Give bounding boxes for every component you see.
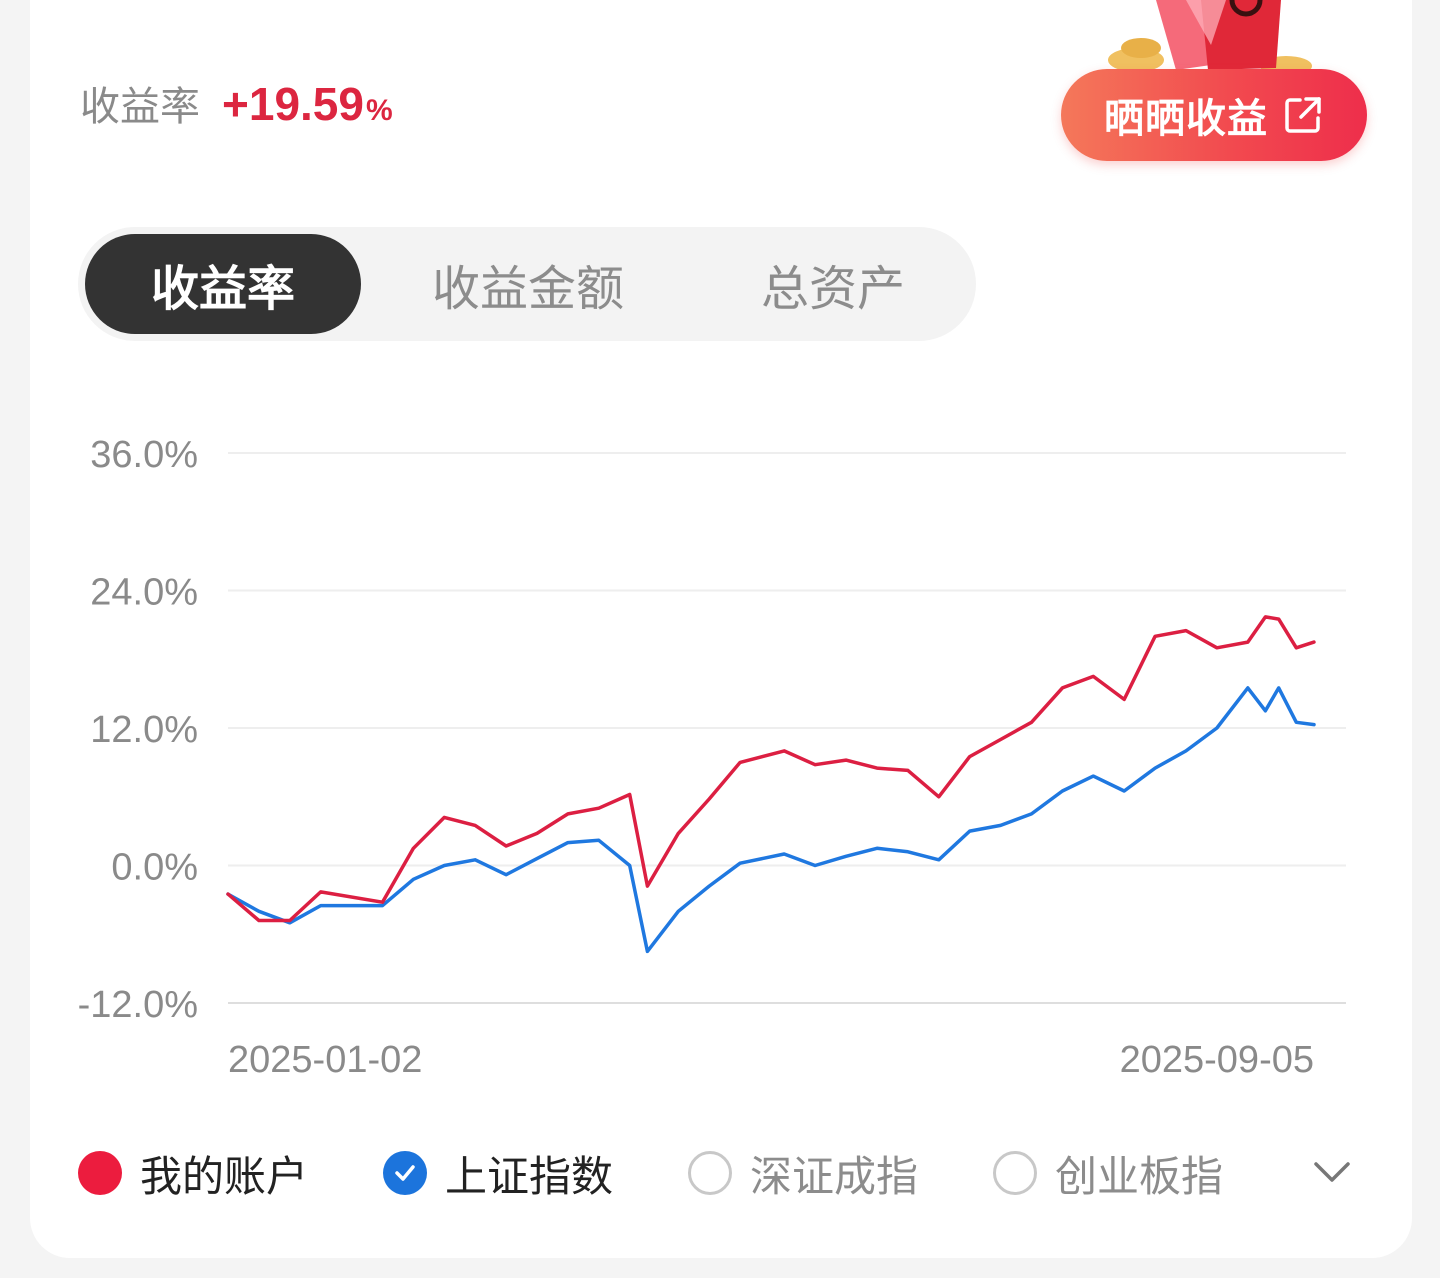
y-tick-label: -12.0% [78, 984, 198, 1026]
y-tick-label: 36.0% [90, 434, 198, 476]
legend-chinext[interactable]: 创业板指 [993, 1145, 1223, 1201]
share-returns-label: 晒晒收益 [1104, 96, 1268, 142]
y-tick-label: 24.0% [90, 572, 198, 614]
share-returns-button[interactable]: 晒晒收益 [1061, 69, 1367, 161]
radio-unchecked-icon [993, 1151, 1037, 1195]
legend-dot-red [78, 1151, 122, 1195]
y-tick-label: 12.0% [90, 709, 198, 751]
chevron-down-icon[interactable] [1312, 1152, 1352, 1192]
legend-label: 创业板指 [1055, 1151, 1224, 1201]
return-rate-value: +19.59 [222, 78, 364, 130]
legend-label: 深证成指 [750, 1151, 919, 1201]
checkmark-icon [383, 1151, 427, 1195]
tab-return-amount[interactable]: 收益金额 [431, 261, 624, 317]
returns-card [30, 0, 1412, 1258]
y-tick-label: 0.0% [111, 847, 198, 889]
x-axis-start-label: 2025-01-02 [228, 1039, 422, 1081]
tab-total-assets[interactable]: 总资产 [760, 261, 905, 317]
legend-label: 我的账户 [140, 1151, 309, 1201]
chart-mode-tabs: 收益率 收益金额 总资产 [78, 227, 976, 341]
legend-szse-component[interactable]: 深证成指 [688, 1145, 918, 1201]
legend-my-account[interactable]: 我的账户 [78, 1145, 308, 1201]
external-link-icon [1285, 97, 1321, 133]
series-line-sse-index [226, 686, 1316, 954]
return-rate-label: 收益率 [80, 84, 200, 130]
legend-sse-index[interactable]: 上证指数 [383, 1145, 613, 1201]
series-line-my-account [226, 615, 1316, 923]
return-rate-summary: 收益率 +19.59 % [80, 74, 393, 134]
radio-unchecked-icon [688, 1151, 732, 1195]
tab-return-rate[interactable]: 收益率 [85, 234, 361, 334]
return-rate-unit: % [365, 94, 393, 127]
x-axis-end-label: 2025-09-05 [1120, 1039, 1314, 1081]
legend-label: 上证指数 [445, 1151, 614, 1201]
